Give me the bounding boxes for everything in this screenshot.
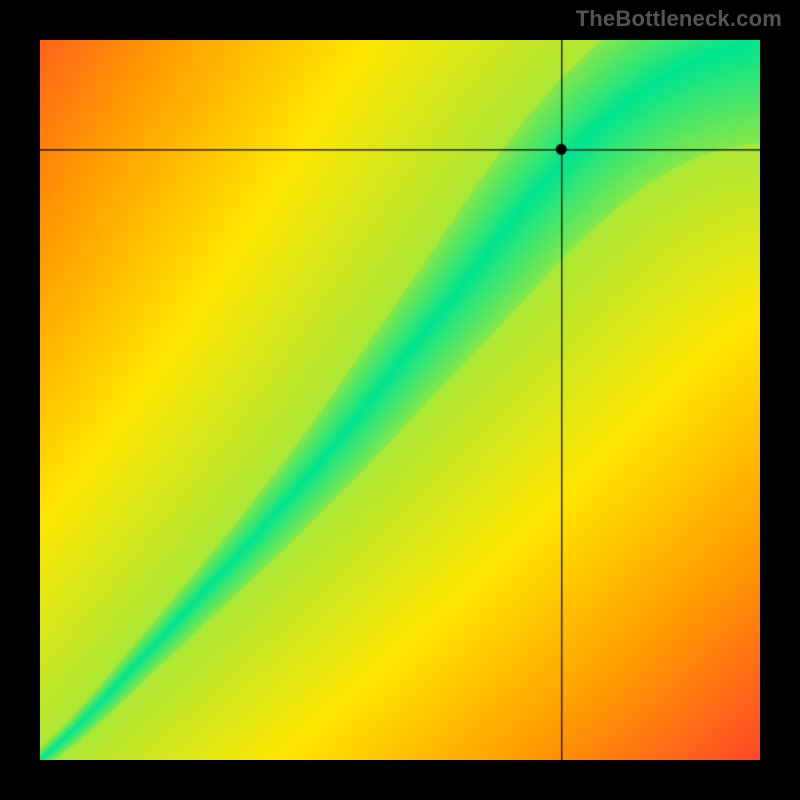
watermark: TheBottleneck.com [576, 6, 782, 32]
heatmap-plot [40, 40, 760, 760]
chart-container: TheBottleneck.com [0, 0, 800, 800]
heatmap-canvas [40, 40, 760, 760]
